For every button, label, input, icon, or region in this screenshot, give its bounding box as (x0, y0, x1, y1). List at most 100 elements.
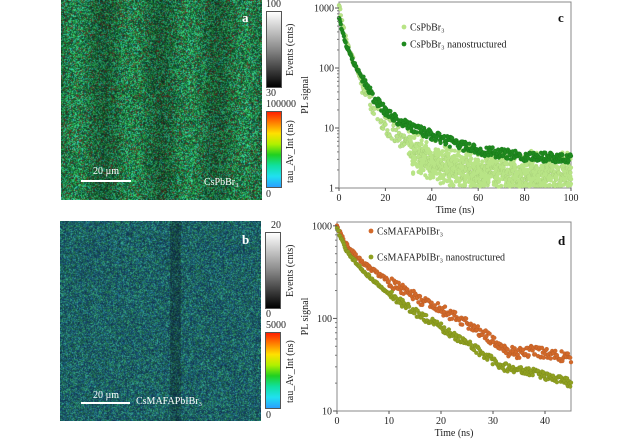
x-tick-label: 40 (540, 416, 550, 427)
events-colorbar-b-max: 20 (271, 220, 281, 231)
data-point (397, 137, 402, 142)
legend-label: CsMAFAPbIBr₃ (377, 227, 443, 238)
data-point (518, 364, 524, 370)
data-point (568, 380, 574, 385)
y-tick-label: 1000 (312, 221, 332, 232)
data-point (386, 279, 391, 284)
data-point (548, 356, 553, 361)
data-point (438, 321, 444, 326)
data-point (517, 355, 522, 361)
data-point (451, 183, 456, 188)
legend-marker (368, 254, 374, 260)
data-point (438, 140, 443, 146)
data-point (568, 181, 574, 186)
data-point (435, 300, 441, 306)
chart-c: 0 20 40 60 80 100 1 10 100 1000 Time (ns) PL signal… (300, 1, 579, 216)
data-point (417, 293, 423, 299)
lifetime-colorbar-a-min: 0 (266, 189, 271, 200)
data-point (442, 304, 448, 309)
legend-label: CsMAFAPbIBr₃ nanostructured (377, 253, 505, 264)
legend-marker (368, 228, 374, 234)
data-point (484, 333, 489, 339)
x-tick-label: 30 (488, 416, 498, 427)
data-point (567, 384, 573, 389)
data-point (550, 373, 556, 378)
panel-letter-d: d (558, 233, 566, 248)
data-point (388, 108, 393, 114)
data-point (556, 167, 561, 172)
legend-label: CsPbBr₃ nanostructured (410, 40, 507, 51)
data-point (553, 348, 558, 354)
panel-letter-b: b (242, 232, 250, 247)
data-point (463, 316, 469, 321)
data-point (343, 40, 348, 45)
events-colorbar-a (266, 11, 282, 88)
data-point (341, 33, 347, 39)
scale-bar-label-b: 20 µm (93, 390, 120, 401)
data-point (487, 331, 492, 336)
data-point (505, 162, 510, 167)
legend-label: CsPbBr₃ (410, 23, 445, 34)
data-point (423, 312, 429, 318)
data-point (419, 138, 424, 143)
data-point (554, 379, 560, 385)
data-point (361, 74, 366, 79)
data-point (411, 170, 416, 175)
data-point (401, 133, 407, 138)
data-point (425, 175, 430, 180)
data-point (421, 168, 426, 173)
data-point (424, 140, 429, 145)
x-tick-label: 0 (337, 193, 342, 204)
data-point (441, 325, 447, 330)
data-point (510, 183, 515, 188)
data-point (452, 309, 458, 315)
data-point (336, 228, 341, 233)
data-point (446, 327, 452, 332)
data-point (568, 359, 574, 365)
flim-map-a-image (61, 0, 262, 200)
data-point (475, 324, 481, 329)
data-point (350, 56, 355, 61)
y-tick-label: 100 (319, 64, 334, 75)
scale-bar-b (81, 402, 130, 404)
data-point (389, 136, 394, 141)
y-tick-label: 1 (329, 184, 334, 195)
series-d-1 (334, 225, 574, 389)
data-point (490, 145, 495, 150)
data-point (459, 322, 465, 327)
events-colorbar-b (265, 232, 281, 309)
data-point (449, 148, 454, 153)
lifetime-colorbar-b-max: 5000 (266, 320, 286, 331)
y-tick-label: 100 (317, 314, 332, 325)
scale-bar-label-a: 20 µm (93, 166, 120, 177)
y-tick-label: 1000 (314, 4, 334, 15)
data-point (471, 347, 477, 353)
events-colorbar-a-min: 30 (266, 88, 276, 99)
data-point (539, 345, 545, 351)
data-point (568, 176, 574, 182)
panel-letter-a: a (242, 10, 249, 25)
data-point (492, 335, 497, 341)
data-point (463, 183, 468, 188)
data-point (383, 122, 388, 127)
data-point (480, 159, 485, 164)
data-point (560, 152, 565, 158)
data-point (337, 6, 343, 12)
data-point (406, 304, 412, 309)
data-point (338, 22, 344, 27)
lifetime-colorbar-a-max: 100000 (266, 99, 296, 110)
data-point (452, 148, 457, 153)
data-point (568, 153, 574, 159)
x-tick-label: 60 (473, 193, 483, 204)
data-point (499, 183, 504, 188)
data-point (469, 156, 474, 161)
x-tick-label: 10 (384, 416, 394, 427)
flim-map-b-image (60, 221, 261, 421)
data-point (568, 170, 573, 175)
data-point (393, 127, 399, 133)
data-point (543, 183, 548, 188)
x-tick-label: 40 (427, 193, 437, 204)
series-c-1 (336, 15, 574, 165)
